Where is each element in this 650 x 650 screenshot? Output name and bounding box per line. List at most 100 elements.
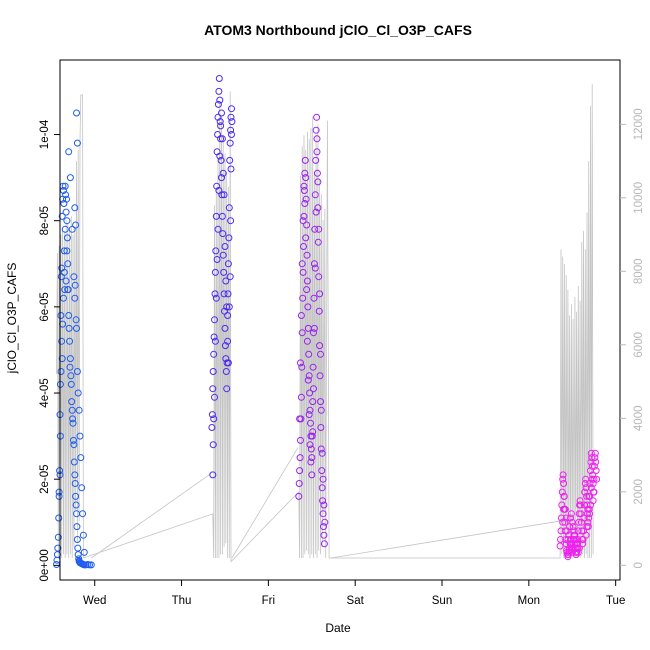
data-point [215,187,223,194]
data-point [560,492,568,500]
data-point [78,484,86,492]
data-point [309,398,317,406]
data-point [318,467,326,475]
data-point [583,501,591,509]
data-point [295,492,303,500]
data-point [591,449,599,457]
data-point [312,156,320,164]
data-point [58,355,66,363]
data-point [55,488,63,496]
data-point [64,286,72,294]
data-point [223,303,231,311]
x-tick-label: Tue [606,595,625,607]
data-point [561,518,569,526]
data-point [589,497,597,505]
data-point [224,290,232,298]
y-axis-label: jClO_Cl_O3P_CAFS [5,263,19,375]
data-point [313,113,321,121]
data-point [316,290,324,298]
data-point [217,122,225,130]
data-point [55,514,63,522]
data-point [73,109,80,117]
data-point [299,268,307,276]
data-point [584,518,592,526]
data-point [587,458,595,466]
data-point [320,540,328,548]
data-point [66,337,74,345]
data-point [592,458,600,466]
data-point [315,307,323,315]
data-point [69,415,77,423]
y-tick-label: 4e-05 [39,378,51,407]
data-point [209,471,217,479]
data-point [589,480,597,487]
data-point [297,436,304,444]
data-point [209,368,217,375]
data-point [70,441,78,449]
data-point [216,96,224,104]
data-point [298,260,306,268]
data-point [54,533,62,541]
data-point [213,182,221,190]
data-point [315,225,323,233]
data-point [301,156,309,164]
data-point [313,148,321,156]
data-point [297,359,304,367]
data-point [219,251,227,259]
data-point [211,268,219,276]
data-point [55,492,63,500]
series-2 [208,75,236,479]
data-point [300,187,308,194]
data-point [586,510,594,518]
data-point [224,337,232,345]
data-point [311,191,319,199]
data-point [219,230,227,238]
y2-tick-label: 6000 [633,332,645,358]
data-point [559,518,567,526]
data-point [208,411,216,419]
data-point [317,424,325,431]
data-point [312,126,320,134]
data-point [313,135,321,143]
data-point [320,501,328,509]
data-point [74,551,82,559]
data-point [227,217,235,225]
data-point [61,286,69,294]
data-point [303,286,311,294]
data-point [69,419,77,427]
data-point [224,260,232,268]
data-point [70,273,78,281]
data-point [308,471,316,479]
data-point [215,87,223,95]
data-point [71,204,79,212]
data-point [75,406,83,414]
data-point [214,100,222,108]
y2-tick-label: 8000 [633,259,645,285]
data-point [583,523,591,531]
data-point [62,208,70,216]
data-point [74,544,82,552]
data-point [567,514,574,522]
data-point [562,514,570,522]
x-axis-label: Date [325,621,351,635]
data-point [296,467,304,475]
data-point [225,204,233,212]
data-point [317,350,324,358]
data-point [306,389,314,397]
data-point [215,75,223,82]
data-point [586,480,594,487]
data-point [71,480,79,487]
data-point [567,510,575,518]
y-tick-label: 2e-05 [39,464,51,493]
data-point [58,212,66,220]
x-tick-label: Thu [172,595,192,607]
data-point [224,359,232,367]
data-point [74,389,82,397]
data-point [309,428,317,436]
data-point [318,449,326,457]
data-point [300,182,308,190]
data-point [63,247,71,255]
data-point [296,415,304,423]
data-point [73,139,81,147]
data-point [218,109,225,117]
